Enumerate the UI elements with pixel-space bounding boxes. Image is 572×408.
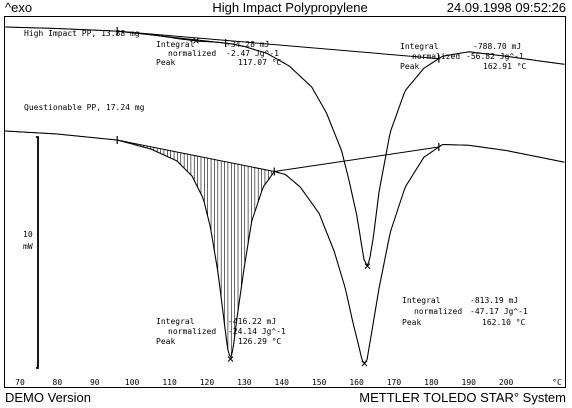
x-tick-label: 120 — [200, 378, 215, 387]
scale-bar-value: 10 — [23, 230, 33, 239]
peak-marker — [364, 263, 371, 269]
series-curve-0 — [5, 26, 565, 267]
baseline-1-a — [117, 139, 275, 172]
annot-1-normalized-value: -2.47 Jg^-1 — [226, 49, 279, 58]
x-tick-label: 110 — [162, 378, 177, 387]
annot-2-normalized-value: -56.82 Jg^-1 — [466, 52, 524, 61]
annot-3-integral-label: Integral — [156, 317, 195, 326]
peak-marker — [361, 360, 368, 367]
annot-2-peak-value: 162.91 °C — [483, 62, 527, 71]
x-tick-label: 160 — [349, 378, 364, 387]
annot-1-integral-label: Integral — [156, 40, 195, 49]
x-tick-label: 150 — [312, 378, 327, 387]
peak-marker — [193, 37, 199, 44]
peak-marker — [227, 356, 234, 362]
baseline-0-b — [117, 30, 439, 60]
footer-demo-version: DEMO Version — [5, 390, 91, 405]
annot-3-normalized-value: -24.14 Jg^-1 — [228, 327, 286, 336]
series-label-high-impact: High Impact PP, 13.88 mg — [24, 29, 140, 38]
annot-1-normalized-label: normalized — [168, 49, 216, 58]
x-tick-label: 100 — [125, 378, 140, 387]
x-tick-label: 80 — [53, 378, 63, 387]
x-tick-label: 130 — [237, 378, 252, 387]
exo-direction-label: ^exo — [5, 0, 33, 15]
x-tick-label: 140 — [275, 378, 290, 387]
x-tick-label: 170 — [387, 378, 402, 387]
annot-4-normalized-value: -47.17 Jg^-1 — [470, 307, 528, 316]
chart-title: High Impact Polypropylene — [212, 0, 368, 15]
x-tick-label: 190 — [462, 378, 477, 387]
baseline-1-b — [274, 146, 439, 172]
annot-4-peak-value: 162.10 °C — [482, 318, 526, 327]
x-tick-label: °C — [552, 378, 562, 387]
annot-2-integral-value: -788.70 mJ — [473, 42, 521, 51]
annot-2-normalized-label: normalized — [412, 52, 460, 61]
annot-3-normalized-label: normalized — [168, 327, 216, 336]
annot-4-normalized-label: normalized — [414, 307, 462, 316]
x-tick-label: 200 — [499, 378, 514, 387]
annot-4-integral-label: Integral — [402, 296, 441, 305]
annot-4-integral-value: -813.19 mJ — [470, 296, 518, 305]
header-datetime: 24.09.1998 09:52:26 — [446, 0, 566, 15]
x-tick-label: 70 — [15, 378, 25, 387]
annot-2-integral-label: Integral — [400, 42, 439, 51]
scale-bar-unit: mW — [23, 242, 33, 251]
annot-2-peak-label: Peak — [400, 62, 419, 71]
thermogram-chart: 10 mW High Impact PP, 13.88 mg Questiona… — [4, 26, 565, 387]
annot-3-peak-value: 126.29 °C — [238, 337, 282, 346]
annot-3-peak-label: Peak — [156, 337, 175, 346]
series-label-questionable: Questionable PP, 17.24 mg — [24, 103, 145, 112]
annot-1-peak-label: Peak — [156, 58, 175, 67]
x-tick-label: 90 — [90, 378, 100, 387]
annot-1-integral-value: -34.28 mJ — [226, 40, 269, 49]
annot-3-integral-value: -416.22 mJ — [228, 317, 276, 326]
annot-1-peak-value: 117.07 °C — [238, 58, 282, 67]
series-curve-1 — [4, 130, 565, 364]
annot-4-peak-label: Peak — [402, 318, 421, 327]
footer-system: METTLER TOLEDO STAR° System — [359, 390, 566, 405]
scale-bar — [36, 136, 39, 369]
chart-marks: 70 80 90 100 110 120 130 140 150 160 170 180 190 200 °… — [4, 26, 565, 387]
x-tick-label: 180 — [424, 378, 439, 387]
plot-frame — [4, 16, 566, 388]
